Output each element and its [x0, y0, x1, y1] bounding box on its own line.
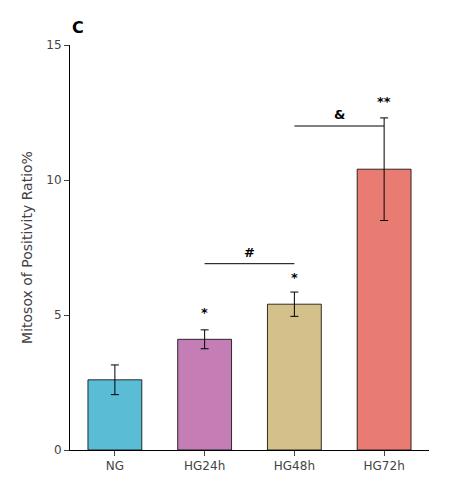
svg-text:0: 0: [54, 443, 62, 457]
svg-text:*: *: [291, 270, 298, 285]
svg-text:10: 10: [46, 173, 61, 187]
svg-text:**: **: [377, 94, 391, 109]
svg-text:15: 15: [46, 38, 61, 52]
svg-text:#: #: [244, 245, 255, 260]
svg-text:HG72h: HG72h: [364, 459, 405, 473]
svg-text:HG24h: HG24h: [184, 459, 225, 473]
svg-text:*: *: [201, 305, 208, 320]
svg-text:5: 5: [54, 308, 62, 322]
svg-text:Mitosox of Positivity Ratio%: Mitosox of Positivity Ratio%: [19, 151, 35, 344]
svg-text:C: C: [72, 18, 84, 37]
svg-text:HG48h: HG48h: [274, 459, 315, 473]
svg-text:&: &: [334, 107, 345, 122]
svg-text:NG: NG: [106, 459, 124, 473]
